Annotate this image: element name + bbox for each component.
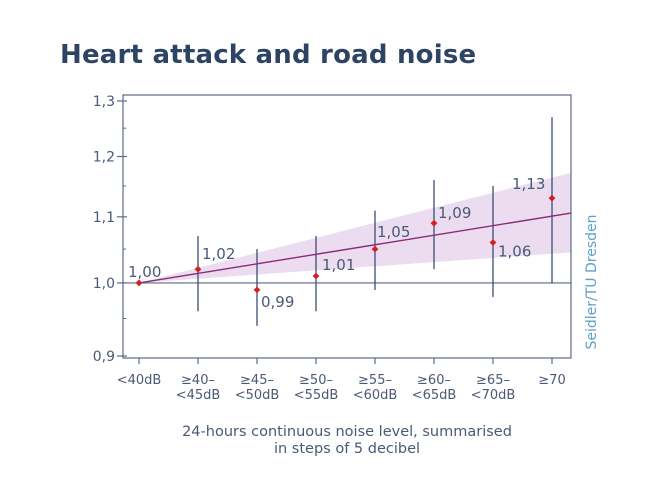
- x-tick-label: <70dB: [471, 388, 516, 403]
- y-tick-label: 1,2: [93, 150, 115, 166]
- data-point: [135, 279, 143, 287]
- x-tick-label: <45dB: [176, 388, 221, 403]
- x-tick-label: <65dB: [412, 388, 457, 403]
- x-tick-label: ≥70: [538, 373, 565, 388]
- data-label: 1,00: [128, 263, 161, 281]
- x-tick-label: ≥40–: [181, 373, 215, 388]
- data-point: [253, 286, 261, 294]
- data-point: [312, 272, 320, 280]
- data-point: [371, 245, 379, 253]
- data-label: 0,99: [261, 293, 294, 311]
- x-tick-label: <40dB: [117, 373, 162, 388]
- data-label: 1,05: [377, 223, 410, 241]
- x-tick-label: <60dB: [353, 388, 398, 403]
- x-tick-label: <50dB: [235, 388, 280, 403]
- chart-title: Heart attack and road noise: [60, 40, 477, 70]
- data-point: [194, 265, 202, 273]
- data-point: [430, 219, 438, 227]
- data-points: [135, 194, 556, 294]
- x-tick-label: ≥45–: [240, 373, 274, 388]
- data-label: 1,13: [512, 175, 545, 193]
- data-label: 1,09: [438, 204, 471, 222]
- x-tick-label: <55dB: [294, 388, 339, 403]
- data-point: [489, 239, 497, 246]
- data-label: 1,01: [322, 256, 355, 274]
- data-label: 1,06: [498, 243, 531, 261]
- x-tick-label: ≥60–: [417, 373, 451, 388]
- y-tick-label: 0,9: [93, 349, 115, 365]
- data-label: 1,02: [202, 245, 235, 263]
- x-axis-label: 24-hours continuous noise level, summari…: [182, 424, 512, 440]
- trend-confidence-band: [139, 172, 571, 283]
- x-tick-label: ≥55–: [358, 373, 392, 388]
- source-credit: Seidler/TU Dresden: [584, 214, 600, 349]
- x-tick-label: ≥50–: [299, 373, 333, 388]
- y-tick-label: 1,0: [93, 276, 115, 292]
- y-tick-label: 1,1: [93, 210, 115, 226]
- plot-frame: [122, 94, 572, 359]
- x-tick-label: ≥65–: [476, 373, 510, 388]
- axes: 0,9 1,0 1,1 1,2 1,3 <40dB ≥40–<45dB ≥45–<50dB ≥5…: [93, 94, 572, 403]
- labels: 1,00 1,02 0,99 1,01 1,05 1,09 1,06 1,13 24-hours…: [128, 175, 600, 457]
- x-axis-label: in steps of 5 decibel: [274, 441, 420, 457]
- confidence-band-layer: [139, 172, 571, 283]
- y-tick-label: 1,3: [93, 94, 115, 110]
- trend-line: [138, 212, 572, 284]
